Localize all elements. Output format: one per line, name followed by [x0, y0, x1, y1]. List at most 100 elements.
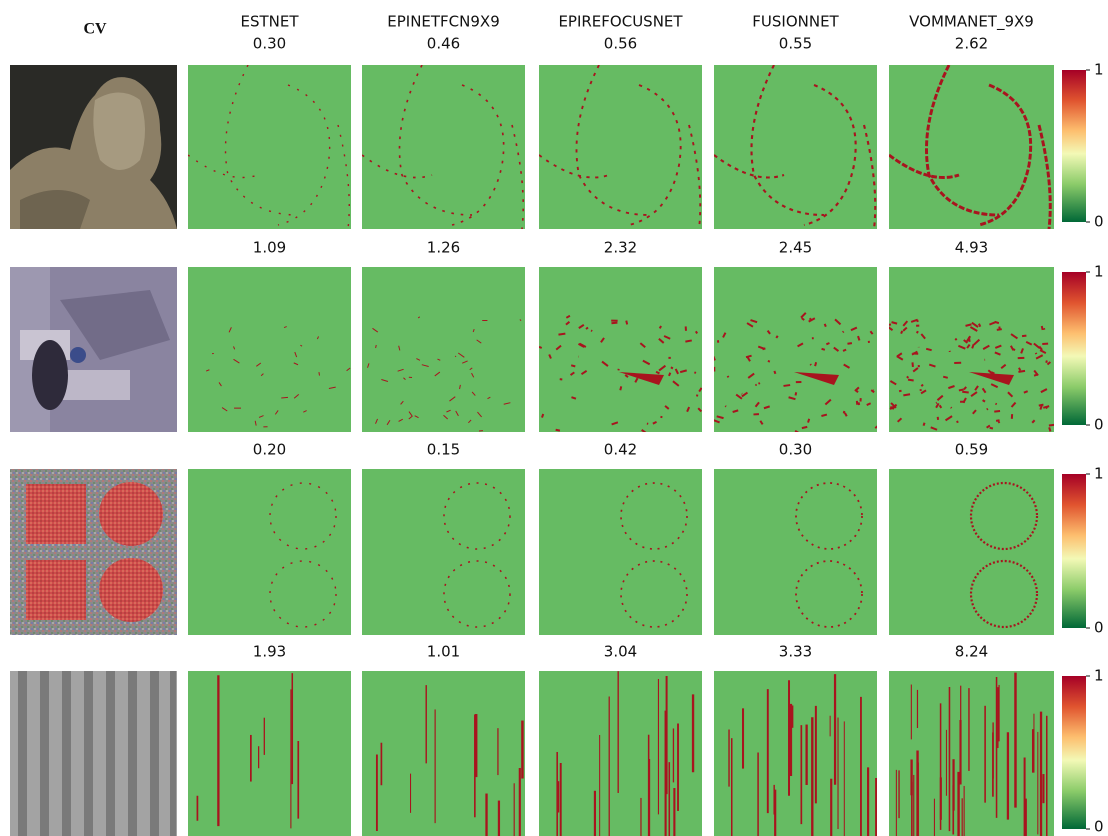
error-speck	[591, 330, 592, 331]
error-speck	[826, 343, 829, 344]
error-speck	[847, 343, 851, 344]
score-label: 2.45	[779, 239, 812, 257]
score-label: 2.32	[604, 239, 637, 257]
error-speck	[822, 349, 825, 350]
error-map	[889, 469, 1054, 635]
error-speck	[901, 331, 902, 334]
score-label: 1.26	[427, 239, 460, 257]
error-speck	[979, 324, 980, 327]
column-header: EPINETFCN9X9	[387, 13, 500, 31]
error-speck	[969, 337, 970, 342]
map-background	[362, 65, 525, 229]
error-speck	[997, 329, 1002, 330]
error-speck	[558, 334, 565, 335]
error-speck	[956, 422, 958, 423]
colorbar-label: 1	[1094, 61, 1104, 79]
map-background	[539, 65, 702, 229]
score-label: 0.30	[253, 35, 286, 53]
error-speck	[1018, 371, 1025, 372]
score-label: 1.09	[253, 239, 286, 257]
error-speck	[810, 318, 812, 320]
error-speck	[1034, 374, 1038, 375]
colorbar-label: 1	[1094, 263, 1104, 281]
error-speck	[1042, 326, 1043, 330]
error-speck	[951, 407, 952, 408]
column-header: CV	[83, 21, 107, 38]
error-speck	[796, 392, 797, 395]
error-speck	[917, 331, 918, 333]
error-speck	[899, 391, 901, 392]
error-speck	[660, 326, 661, 328]
error-speck	[620, 386, 621, 390]
error-map	[714, 671, 877, 836]
error-speck	[1036, 353, 1037, 354]
score-label: 1.01	[427, 643, 460, 661]
error-speck	[542, 414, 543, 418]
colorbar-label: 0	[1094, 619, 1104, 637]
error-speck	[1044, 328, 1045, 329]
error-speck	[694, 372, 696, 373]
thumb-statue	[10, 65, 177, 229]
thumb-pattern	[10, 469, 177, 635]
error-speck	[571, 365, 575, 366]
error-map	[885, 267, 1054, 432]
error-speck	[669, 373, 670, 376]
map-background	[714, 65, 877, 229]
error-speck	[858, 336, 859, 340]
error-speck	[907, 376, 908, 378]
error-speck	[844, 411, 845, 413]
error-speck	[784, 385, 791, 386]
colorbar-label: 0	[1094, 416, 1104, 434]
colorbar-label: 1	[1094, 465, 1104, 483]
score-label: 0.15	[427, 441, 460, 459]
error-speck	[987, 409, 988, 410]
error-speck	[825, 324, 826, 327]
error-map	[362, 267, 525, 432]
error-speck	[611, 323, 617, 324]
error-speck	[998, 422, 1000, 423]
column-header: ESTNET	[240, 13, 299, 31]
error-speck	[1046, 360, 1047, 362]
error-speck	[962, 392, 968, 393]
map-background	[714, 267, 877, 432]
error-map	[188, 469, 351, 635]
error-speck	[843, 350, 846, 351]
error-speck	[994, 411, 1000, 412]
error-speck	[763, 348, 766, 349]
colorbar	[1062, 474, 1086, 628]
error-map	[188, 671, 351, 836]
error-speck	[859, 402, 860, 405]
page: {"columns": ["CV", "ESTNET", "EPINETFCN9…	[0, 0, 1108, 836]
error-map	[539, 671, 702, 836]
error-map	[889, 671, 1054, 836]
error-speck	[758, 383, 759, 384]
error-speck	[671, 367, 673, 368]
error-speck	[1019, 368, 1020, 371]
error-speck	[959, 389, 964, 390]
figure: CV ESTNETEPINETFCN9X9EPIREFOCUSNETFUSION…	[0, 0, 1108, 836]
score-label: 0.59	[955, 441, 988, 459]
score-label: 0.20	[253, 441, 286, 459]
error-speck	[728, 376, 729, 377]
map-background	[362, 671, 525, 836]
colorbar	[1062, 272, 1086, 425]
colorbar	[1062, 70, 1086, 222]
error-speck	[1046, 408, 1047, 409]
map-background	[889, 267, 1054, 432]
colorbar-label: 0	[1094, 213, 1104, 231]
map-background	[188, 671, 351, 836]
error-map	[713, 267, 881, 434]
error-speck	[921, 385, 923, 387]
error-map	[188, 65, 351, 229]
error-speck	[774, 371, 775, 374]
map-background	[188, 469, 351, 635]
error-speck	[1022, 336, 1026, 337]
error-speck	[319, 372, 320, 375]
error-speck	[696, 331, 697, 333]
error-speck	[810, 364, 811, 365]
error-speck	[955, 339, 956, 340]
map-background	[539, 469, 702, 635]
map-background	[188, 267, 351, 432]
score-label: 8.24	[955, 643, 988, 661]
error-speck	[685, 340, 691, 341]
